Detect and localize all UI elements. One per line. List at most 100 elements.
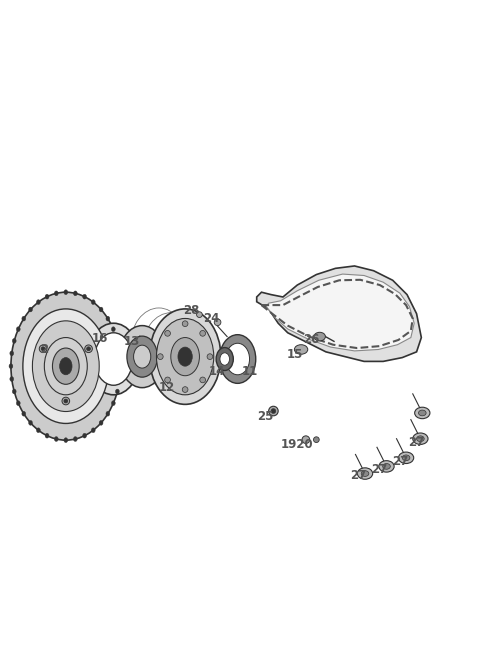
Ellipse shape bbox=[91, 300, 95, 304]
Circle shape bbox=[182, 386, 188, 392]
Ellipse shape bbox=[358, 468, 372, 480]
Ellipse shape bbox=[118, 377, 122, 381]
Ellipse shape bbox=[52, 348, 79, 384]
Ellipse shape bbox=[171, 338, 199, 376]
Ellipse shape bbox=[87, 323, 140, 395]
Circle shape bbox=[157, 354, 163, 359]
Ellipse shape bbox=[383, 464, 390, 469]
Text: 25: 25 bbox=[257, 410, 274, 422]
Ellipse shape bbox=[149, 309, 221, 404]
Ellipse shape bbox=[415, 407, 430, 419]
Ellipse shape bbox=[12, 338, 16, 343]
Ellipse shape bbox=[398, 452, 414, 464]
Ellipse shape bbox=[10, 377, 13, 381]
Text: 27: 27 bbox=[408, 436, 425, 449]
Text: 27: 27 bbox=[371, 462, 387, 476]
Text: 2: 2 bbox=[40, 343, 48, 356]
Ellipse shape bbox=[111, 327, 115, 331]
Ellipse shape bbox=[36, 300, 40, 304]
Ellipse shape bbox=[220, 353, 229, 365]
Ellipse shape bbox=[379, 461, 394, 472]
Ellipse shape bbox=[60, 358, 72, 375]
Circle shape bbox=[271, 409, 276, 413]
Ellipse shape bbox=[219, 335, 256, 383]
Text: 27: 27 bbox=[392, 455, 408, 468]
Ellipse shape bbox=[54, 437, 58, 441]
Ellipse shape bbox=[29, 420, 33, 425]
Ellipse shape bbox=[45, 295, 49, 299]
Ellipse shape bbox=[116, 338, 120, 343]
Circle shape bbox=[214, 319, 221, 325]
Ellipse shape bbox=[95, 333, 132, 385]
Ellipse shape bbox=[413, 433, 428, 445]
Ellipse shape bbox=[156, 318, 214, 395]
Ellipse shape bbox=[294, 344, 308, 354]
Circle shape bbox=[269, 406, 278, 416]
Circle shape bbox=[165, 377, 170, 383]
Ellipse shape bbox=[99, 307, 103, 312]
Polygon shape bbox=[266, 274, 414, 351]
Ellipse shape bbox=[226, 343, 250, 375]
Circle shape bbox=[165, 331, 170, 337]
Circle shape bbox=[41, 347, 45, 351]
Text: 11: 11 bbox=[241, 365, 258, 379]
Ellipse shape bbox=[314, 333, 325, 341]
Text: 13: 13 bbox=[123, 335, 140, 348]
Text: 26: 26 bbox=[303, 333, 320, 346]
Ellipse shape bbox=[402, 455, 410, 461]
Circle shape bbox=[182, 321, 188, 327]
Ellipse shape bbox=[16, 401, 20, 405]
Text: 15: 15 bbox=[287, 348, 303, 361]
Ellipse shape bbox=[106, 316, 110, 321]
Circle shape bbox=[85, 345, 92, 352]
Ellipse shape bbox=[29, 307, 33, 312]
Ellipse shape bbox=[118, 351, 122, 356]
Ellipse shape bbox=[10, 351, 13, 356]
Text: 28: 28 bbox=[183, 304, 200, 317]
Ellipse shape bbox=[12, 389, 16, 394]
Ellipse shape bbox=[133, 345, 151, 368]
Text: 27: 27 bbox=[350, 470, 366, 482]
Circle shape bbox=[207, 354, 213, 359]
Ellipse shape bbox=[127, 336, 157, 377]
Circle shape bbox=[197, 312, 202, 318]
Circle shape bbox=[313, 437, 319, 443]
Ellipse shape bbox=[36, 428, 40, 432]
Ellipse shape bbox=[119, 325, 165, 388]
Ellipse shape bbox=[22, 316, 26, 321]
Ellipse shape bbox=[73, 437, 77, 441]
Circle shape bbox=[200, 377, 205, 383]
Circle shape bbox=[200, 331, 205, 337]
Ellipse shape bbox=[54, 291, 58, 296]
Text: 14: 14 bbox=[209, 365, 225, 379]
Ellipse shape bbox=[106, 411, 110, 416]
Text: 24: 24 bbox=[203, 312, 219, 325]
Circle shape bbox=[39, 345, 47, 352]
Circle shape bbox=[64, 399, 68, 403]
Text: 16: 16 bbox=[92, 333, 108, 346]
Ellipse shape bbox=[64, 290, 68, 295]
Ellipse shape bbox=[33, 321, 99, 411]
Ellipse shape bbox=[22, 411, 26, 416]
Ellipse shape bbox=[16, 327, 20, 331]
Text: 12: 12 bbox=[159, 381, 175, 394]
Ellipse shape bbox=[116, 389, 120, 394]
Text: 1920: 1920 bbox=[281, 438, 313, 451]
Ellipse shape bbox=[45, 434, 49, 438]
Ellipse shape bbox=[44, 338, 87, 395]
Ellipse shape bbox=[216, 348, 233, 371]
Ellipse shape bbox=[23, 309, 109, 423]
Ellipse shape bbox=[11, 292, 120, 440]
Ellipse shape bbox=[64, 438, 68, 443]
Ellipse shape bbox=[83, 295, 86, 299]
Ellipse shape bbox=[417, 436, 424, 441]
Polygon shape bbox=[257, 266, 421, 361]
Ellipse shape bbox=[99, 420, 103, 425]
Ellipse shape bbox=[91, 428, 95, 432]
Ellipse shape bbox=[83, 434, 86, 438]
Ellipse shape bbox=[73, 291, 77, 296]
Ellipse shape bbox=[419, 410, 426, 416]
Circle shape bbox=[302, 436, 310, 443]
Ellipse shape bbox=[111, 401, 115, 405]
Circle shape bbox=[62, 397, 70, 405]
